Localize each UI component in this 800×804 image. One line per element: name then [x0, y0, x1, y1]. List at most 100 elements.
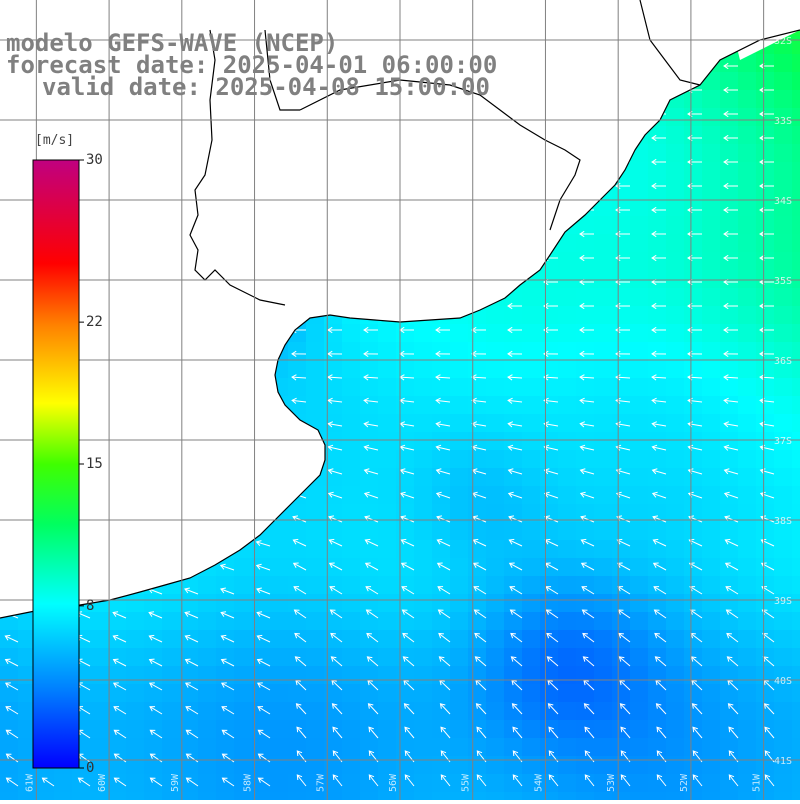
wind-cell: [522, 342, 541, 361]
wind-cell: [756, 396, 775, 415]
wind-cell: [486, 756, 505, 775]
wind-cell: [792, 72, 800, 91]
wind-cell: [774, 234, 793, 253]
wind-cell: [792, 90, 800, 109]
wind-cell: [684, 396, 703, 415]
wind-cell: [648, 450, 667, 469]
wind-cell: [594, 576, 613, 595]
wind-cell: [486, 396, 505, 415]
wind-cell: [450, 756, 469, 775]
wind-cell: [198, 612, 217, 631]
wind-cell: [540, 468, 559, 487]
wind-cell: [630, 432, 649, 451]
wind-cell: [756, 684, 775, 703]
wind-cell: [774, 396, 793, 415]
wind-cell: [648, 198, 667, 217]
wind-cell: [180, 666, 199, 685]
wind-cell: [756, 630, 775, 649]
wind-cell: [360, 612, 379, 631]
wind-cell: [720, 198, 739, 217]
wind-cell: [450, 540, 469, 559]
wind-cell: [216, 756, 235, 775]
wind-cell: [468, 522, 487, 541]
wind-cell: [378, 792, 397, 800]
wind-cell: [360, 792, 379, 800]
wind-cell: [792, 378, 800, 397]
wind-cell: [342, 522, 361, 541]
wind-cell: [774, 90, 793, 109]
wind-cell: [738, 216, 757, 235]
wind-cell: [738, 324, 757, 343]
wind-cell: [630, 252, 649, 271]
wind-cell: [738, 792, 757, 800]
wind-cell: [720, 396, 739, 415]
wind-cell: [450, 666, 469, 685]
wind-cell: [630, 666, 649, 685]
wind-cell: [486, 738, 505, 757]
lat-label: 34S: [774, 196, 792, 207]
wind-cell: [270, 774, 289, 793]
wind-cell: [738, 360, 757, 379]
wind-cell: [738, 288, 757, 307]
wind-cell: [792, 198, 800, 217]
wind-cell: [342, 756, 361, 775]
wind-cell: [522, 792, 541, 800]
wind-cell: [540, 324, 559, 343]
wind-cell: [792, 216, 800, 235]
wind-cell: [450, 450, 469, 469]
wind-cell: [198, 738, 217, 757]
wind-cell: [378, 738, 397, 757]
wind-cell: [396, 684, 415, 703]
wind-cell: [576, 468, 595, 487]
wind-cell: [396, 396, 415, 415]
wind-cell: [792, 252, 800, 271]
wind-cell: [486, 792, 505, 800]
wind-cell: [414, 774, 433, 793]
wind-cell: [306, 576, 325, 595]
wind-cell: [756, 306, 775, 325]
wind-cell: [738, 666, 757, 685]
wind-cell: [738, 738, 757, 757]
wind-cell: [792, 234, 800, 253]
wind-cell: [594, 666, 613, 685]
wind-cell: [540, 756, 559, 775]
colorbar-tick-label: 15: [86, 456, 103, 472]
wind-cell: [306, 612, 325, 631]
wind-cell: [72, 792, 91, 800]
wind-cell: [666, 378, 685, 397]
wind-cell: [486, 432, 505, 451]
wind-cell: [234, 684, 253, 703]
wind-cell: [342, 612, 361, 631]
wind-cell: [720, 162, 739, 181]
wind-cell: [0, 756, 19, 775]
wind-cell: [396, 756, 415, 775]
wind-cell: [486, 360, 505, 379]
wind-cell: [720, 234, 739, 253]
wind-cell: [342, 432, 361, 451]
wind-cell: [702, 108, 721, 127]
wind-cell: [612, 792, 631, 800]
wind-cell: [522, 360, 541, 379]
wind-cell: [648, 756, 667, 775]
wind-cell: [612, 576, 631, 595]
wind-cell: [378, 648, 397, 667]
wind-cell: [594, 612, 613, 631]
wind-cell: [792, 666, 800, 685]
wind-cell: [540, 612, 559, 631]
wind-cell: [684, 378, 703, 397]
wind-cell: [0, 720, 19, 739]
wind-cell: [180, 630, 199, 649]
wind-cell: [792, 720, 800, 739]
wind-cell: [468, 684, 487, 703]
wind-cell: [720, 342, 739, 361]
wind-cell: [342, 774, 361, 793]
wind-cell: [738, 414, 757, 433]
wind-cell: [594, 648, 613, 667]
wind-cell: [486, 522, 505, 541]
wind-cell: [702, 666, 721, 685]
wind-cell: [198, 774, 217, 793]
wind-cell: [666, 558, 685, 577]
wind-cell: [522, 720, 541, 739]
wind-cell: [702, 702, 721, 721]
wind-cell: [792, 630, 800, 649]
